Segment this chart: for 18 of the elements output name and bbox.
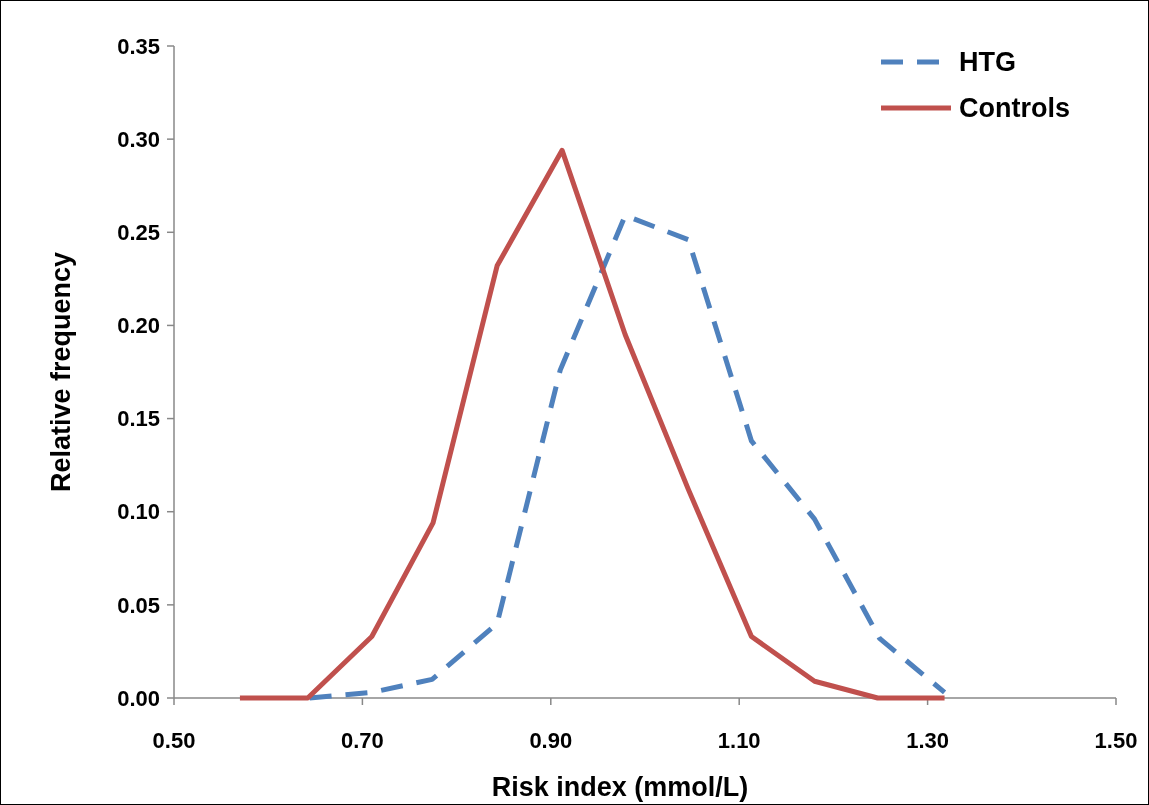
x-tick-label: 1.50	[1094, 728, 1138, 753]
y-tick-label: 0.15	[117, 406, 160, 432]
y-tick-label: 0.30	[117, 126, 160, 152]
y-tick-label: 0.35	[117, 33, 160, 59]
y-tick-label: 0.20	[117, 313, 160, 339]
y-tick-label: 0.00	[117, 685, 160, 711]
x-axis-title: Risk index (mmol/L)	[491, 772, 749, 802]
y-tick-label: 0.10	[117, 499, 160, 525]
y-tick-label: 0.25	[117, 219, 160, 245]
y-tick-label: 0.05	[117, 592, 160, 618]
x-tick-label: 0.90	[529, 728, 573, 753]
y-axis-title: Relative frequency	[46, 251, 76, 493]
legend-label: Controls	[959, 93, 1070, 124]
x-tick-label: 1.10	[717, 728, 761, 753]
legend-label: HTG	[959, 47, 1016, 78]
x-tick-label: 0.50	[152, 728, 196, 753]
x-tick-label: 1.30	[906, 728, 950, 753]
x-tick-label: 0.70	[340, 728, 384, 753]
